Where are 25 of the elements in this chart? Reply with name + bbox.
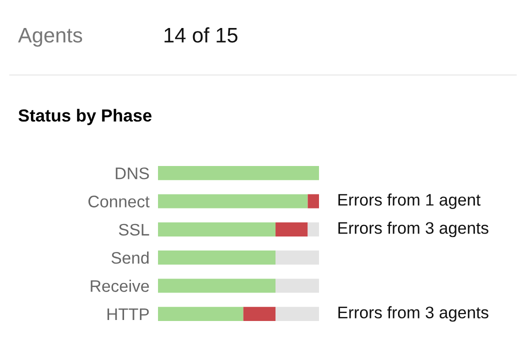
bar <box>243 306 276 321</box>
bar <box>276 306 319 321</box>
y-tick-label: SSL <box>118 224 150 236</box>
bar <box>158 306 244 321</box>
text: Errors from 3 agents <box>338 222 488 238</box>
text: 14 of 15 <box>164 27 238 43</box>
y-tick-label: HTTP <box>108 308 149 320</box>
text: Agents <box>18 28 82 47</box>
y-tick-label: DNS <box>116 167 149 180</box>
bar <box>276 250 319 265</box>
text: Errors from 1 agent <box>338 194 481 210</box>
y-tick-label: Receive <box>90 280 149 292</box>
bar <box>276 278 319 293</box>
bar <box>308 222 319 236</box>
bar <box>158 166 319 180</box>
bar <box>158 278 276 293</box>
bar <box>158 250 276 265</box>
bar <box>158 194 308 208</box>
y-tick-label: Send <box>112 252 149 264</box>
y-tick-label: Connect <box>88 196 150 208</box>
bar <box>308 194 319 208</box>
text: Errors from 3 agents <box>338 306 488 322</box>
bar <box>276 222 308 236</box>
chart-title: Status by Phase <box>18 108 152 126</box>
bar <box>158 222 276 236</box>
